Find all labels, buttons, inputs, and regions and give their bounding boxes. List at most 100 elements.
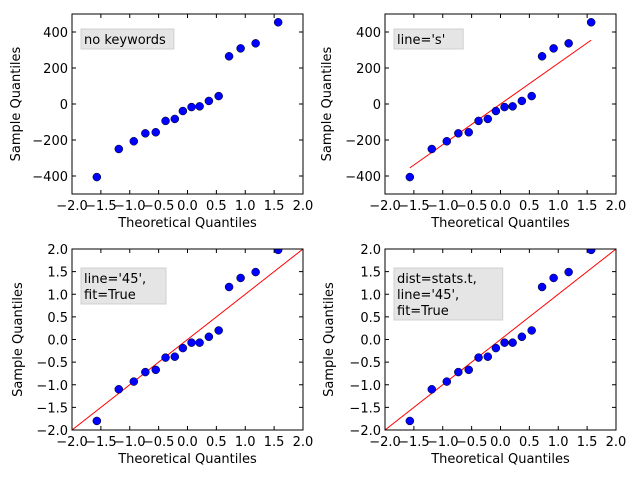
data-point [114,385,124,394]
data-point [549,273,558,283]
x-axis-label: Theoretical Quantiles [430,216,570,231]
reference-line [409,39,592,169]
annotation-box [80,267,167,305]
data-point [508,102,517,111]
data-point [204,332,214,342]
x-tick-label: 0.0 [177,435,198,450]
data-point [161,353,170,362]
data-point [204,96,214,106]
axes-frame [71,13,304,195]
x-tick-label: −1.0 [114,435,146,450]
data-point [483,352,493,361]
x-tick-label: 0.5 [519,199,540,214]
data-point [236,273,245,283]
x-tick-label: 2.0 [606,435,627,450]
y-tick-label: −1.5 [349,401,381,416]
y-tick-label: 0 [373,98,381,113]
y-tick-label: 0.5 [360,311,381,326]
y-tick-label: −200 [32,134,68,149]
data-point [141,367,150,377]
y-tick-label: 400 [356,26,381,41]
y-tick-label: 0.0 [47,334,68,349]
x-axis-label: Theoretical Quantiles [430,452,570,467]
x-tick-label: −1.0 [114,199,146,214]
data-point [251,267,260,277]
data-point [170,352,180,361]
x-tick-label: 1.0 [548,435,569,450]
y-tick-label: 1.0 [47,288,68,303]
x-tick-label: −0.5 [456,199,488,214]
data-point [187,338,196,347]
data-point [474,116,483,126]
data-point [214,91,223,101]
x-tick-label: −1.0 [427,435,459,450]
reference-line [72,249,303,430]
y-tick-label: 1.0 [360,288,381,303]
subplot-1: −2.0−1.5−1.0−0.5 0.0 0.5 1.0 1.5 2.0 −400 −200 0… [9,13,313,231]
x-axis-label: Theoretical Quantiles [117,452,257,467]
x-tick-label: −2.0 [56,435,88,450]
data-point [527,91,536,101]
data-point [92,172,102,182]
data-point [491,343,501,353]
x-tick-label: −0.5 [143,435,175,450]
data-point [114,144,124,154]
y-tick-label: −1.0 [349,379,381,394]
x-tick-label: 1.0 [235,435,256,450]
data-point [586,18,596,27]
data-point [141,129,150,138]
data-point [129,377,139,386]
data-point [405,172,415,182]
data-point [224,282,234,292]
y-tick-label: 2.0 [47,243,68,258]
x-tick-label: 1.5 [264,199,285,214]
y-tick-label: −2.0 [349,424,381,439]
data-point [537,52,547,61]
y-tick-label: 2.0 [360,243,381,258]
x-tick-label: 2.0 [606,199,627,214]
y-tick-label: −0.5 [349,356,381,371]
annotation-text: fit=True [397,304,449,319]
x-tick-label: 0.0 [177,199,198,214]
y-axis-label: Sample Quantiles [322,282,337,397]
data-point [92,416,102,426]
axes-frame [384,248,617,431]
data-point [195,338,204,347]
subplot-3: −2.0−1.5−1.0−0.5 0.0 0.5 1.0 1.5 2.0−2.0−1.5−… [11,243,313,467]
subplot-4: −2.0−1.5−1.0−0.5 0.0 0.5 1.0 1.5 2.0−2.0−1.5−… [322,243,626,467]
x-tick-label: −1.5 [398,199,430,214]
data-point [442,137,452,146]
x-tick-label: −2.0 [369,199,401,214]
data-point [500,338,509,347]
x-tick-label: −0.5 [456,435,488,450]
data-point [586,249,596,255]
annotation-text: fit=True [84,288,136,303]
data-point [427,385,437,394]
data-point [129,137,139,146]
data-point [483,114,493,124]
y-tick-label: 0.5 [47,311,68,326]
y-tick-label: 0 [60,98,68,113]
data-point [564,39,573,48]
y-tick-label: 1.5 [47,266,68,281]
x-tick-label: −1.5 [398,435,430,450]
data-point [454,129,463,138]
x-tick-label: 2.0 [293,435,314,450]
data-point [273,249,283,255]
data-point [442,377,452,386]
data-point [187,102,196,112]
x-tick-label: 1.0 [548,199,569,214]
data-point [537,282,547,292]
x-tick-label: −1.5 [85,199,117,214]
annotation-box [393,267,504,321]
y-tick-label: −2.0 [36,424,68,439]
y-tick-label: −0.5 [36,356,68,371]
data-point [454,367,463,377]
data-point [517,96,527,106]
x-tick-label: 0.0 [490,435,511,450]
subplot-2: −2.0−1.5−1.0−0.5 0.0 0.5 1.0 1.5 2.0 −400 −200 0… [320,13,627,231]
x-tick-label: 0.5 [206,199,227,214]
x-tick-label: −2.0 [369,435,401,450]
